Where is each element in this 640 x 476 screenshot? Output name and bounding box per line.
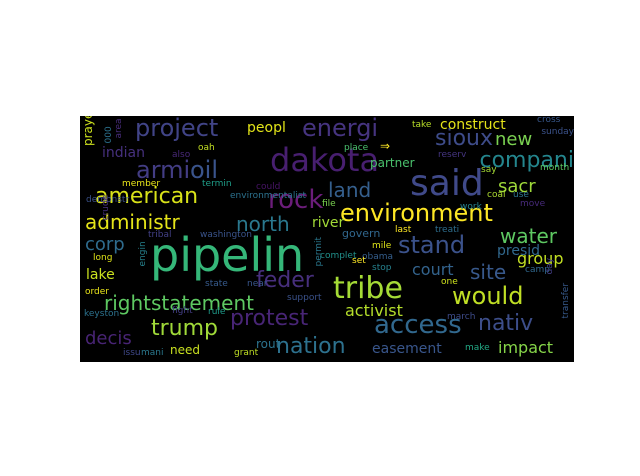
- word-file: file: [322, 199, 336, 209]
- word-need: need: [170, 343, 200, 357]
- word-easement: easement: [372, 341, 442, 357]
- word-keyston: keyston: [84, 309, 120, 319]
- word-symbol: ⇒: [380, 139, 391, 153]
- word-sunday: sunday: [541, 127, 574, 137]
- word-crude: crude: [101, 194, 111, 221]
- word-issu: issu: [123, 348, 141, 358]
- word-land: land: [328, 178, 372, 202]
- word-make: make: [465, 343, 490, 353]
- word-new: new: [495, 129, 533, 150]
- word-complet: complet: [320, 251, 357, 261]
- word-take: take: [412, 120, 432, 130]
- word-order: order: [85, 287, 109, 297]
- word-also: also: [172, 150, 191, 160]
- word-american: american: [95, 184, 199, 209]
- word-oil: oil: [190, 156, 219, 184]
- word-presid: presid: [497, 243, 541, 259]
- word-demonstr: demonstr: [86, 195, 130, 205]
- word-impact: impact: [498, 338, 554, 357]
- word-court: court: [412, 260, 454, 279]
- word-trump: trump: [151, 316, 219, 341]
- word-state: state: [205, 279, 228, 289]
- word-energi: energi: [302, 116, 379, 142]
- word-obama: obama: [362, 252, 394, 262]
- word-water: water: [500, 224, 557, 248]
- word-rightstatement: rightstatement: [104, 291, 254, 315]
- word-partner: partner: [370, 156, 415, 170]
- word-rout: rout: [256, 337, 281, 351]
- word-000: 000: [104, 126, 114, 144]
- word-environmentalist: environmentalist: [230, 191, 307, 201]
- word-mani: mani: [141, 348, 164, 358]
- word-activist: activist: [345, 301, 403, 320]
- word-treati: treati: [435, 225, 460, 235]
- word-reserv: reserv: [438, 150, 467, 160]
- word-access: access: [374, 310, 462, 340]
- word-washington: washington: [200, 230, 252, 240]
- word-administr: administr: [85, 210, 180, 234]
- word-nativ: nativ: [478, 311, 534, 336]
- word-support: support: [287, 293, 322, 303]
- word-said: said: [410, 163, 484, 204]
- word-say: say: [481, 165, 497, 175]
- word-north: north: [236, 212, 290, 236]
- word-peopl: peopl: [247, 120, 286, 136]
- word-would: would: [452, 282, 524, 310]
- word-project: project: [135, 116, 219, 142]
- word-group: group: [517, 249, 564, 268]
- word-could: could: [256, 182, 281, 192]
- word-environment: environment: [340, 199, 493, 227]
- word-construct: construct: [440, 117, 506, 133]
- word-prayer: prayer: [81, 116, 95, 146]
- word-feder: feder: [256, 268, 314, 293]
- word-move: move: [520, 199, 546, 209]
- word-place: place: [344, 143, 369, 153]
- word-dakota: dakota: [270, 141, 380, 179]
- word-grant: grant: [234, 348, 259, 358]
- word-member: member: [122, 179, 161, 189]
- word-stop: stop: [372, 263, 392, 273]
- word-set: set: [352, 256, 366, 266]
- word-area: area: [114, 118, 124, 139]
- word-use: use: [513, 190, 529, 200]
- word-near: near: [247, 279, 268, 289]
- word-indian: indian: [102, 145, 145, 161]
- word-nation: nation: [276, 334, 346, 359]
- word-work: work: [460, 202, 482, 212]
- word-govern: govern: [342, 227, 381, 240]
- word-armi: armi: [136, 156, 191, 184]
- word-oah: oah: [198, 143, 215, 153]
- word-march: march: [447, 312, 476, 322]
- word-mile: mile: [372, 241, 392, 251]
- word-sacr: sacr: [498, 176, 536, 197]
- word-cloud: pipelin said tribe dakota environment access r…: [80, 116, 574, 362]
- word-tribe: tribe: [333, 271, 403, 306]
- word-pipelin: pipelin: [150, 228, 305, 282]
- word-engin: engin: [138, 241, 148, 267]
- word-camp: camp: [525, 265, 550, 275]
- word-day: day: [545, 257, 555, 275]
- word-rule: rule: [208, 307, 226, 317]
- word-tribal: tribal: [148, 230, 172, 240]
- word-compani: compani: [479, 148, 575, 173]
- word-rock: rock: [268, 185, 324, 215]
- word-coal: coal: [487, 190, 506, 200]
- word-transfer: transfer: [561, 282, 571, 319]
- word-last: last: [395, 225, 412, 235]
- word-decis: decis: [85, 328, 132, 349]
- word-lake: lake: [86, 267, 115, 283]
- word-site: site: [470, 260, 507, 284]
- word-stand: stand: [398, 231, 466, 259]
- word-river: river: [312, 215, 345, 231]
- word-month: month: [540, 163, 570, 173]
- word-long: long: [93, 253, 113, 263]
- word-termin: termin: [202, 179, 232, 189]
- word-one: one: [441, 277, 458, 287]
- word-corp: corp: [85, 234, 125, 255]
- word-protest: protest: [230, 306, 309, 331]
- word-fight: fight: [172, 306, 193, 316]
- word-sioux: sioux: [435, 126, 493, 151]
- word-cross: cross: [537, 116, 561, 125]
- word-permit: permit: [314, 236, 324, 267]
